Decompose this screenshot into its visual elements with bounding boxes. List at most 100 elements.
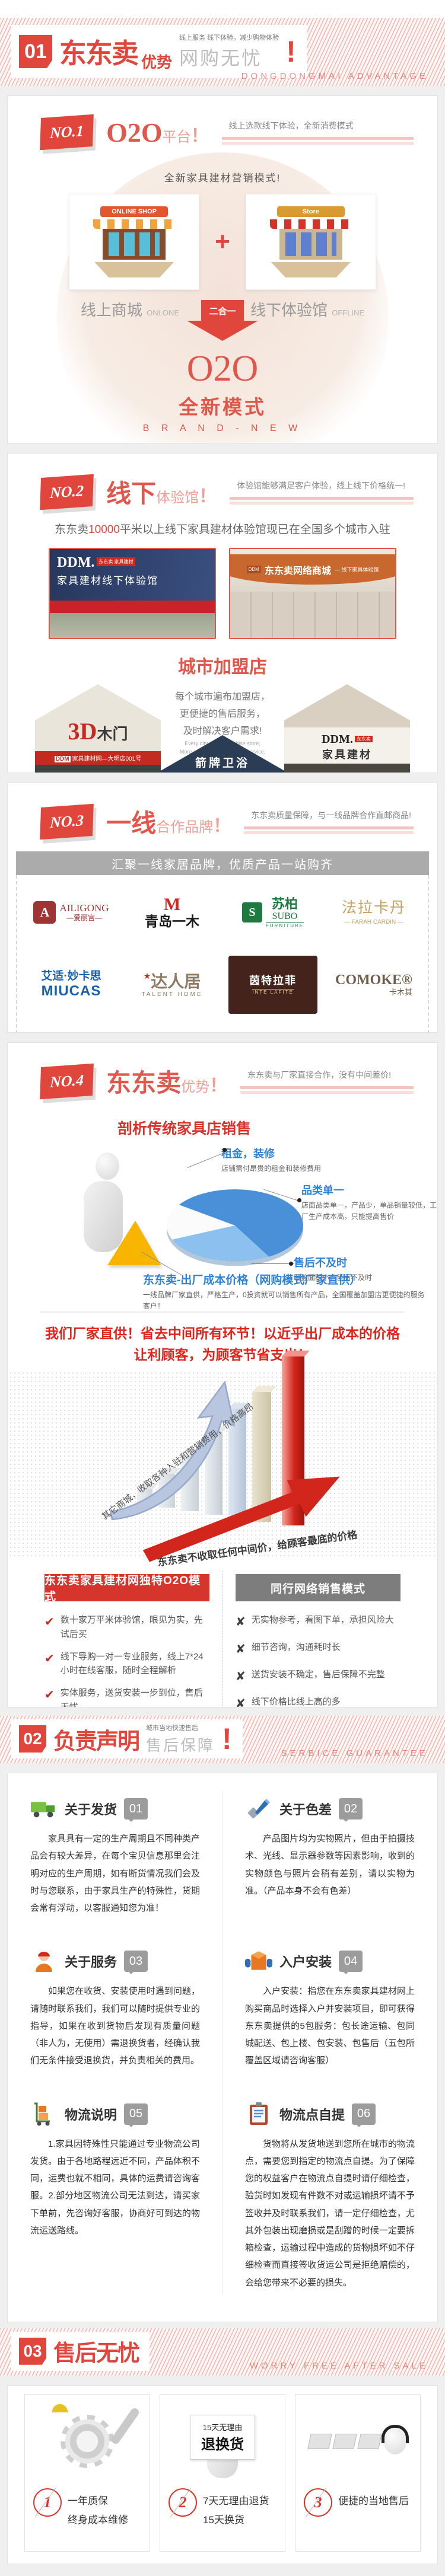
hall-size-number: 10000 [88, 524, 120, 536]
aftercare-card-returns: 15天无理由 退换货 2 7天无理由退货 15天换货 [160, 2393, 285, 2552]
offline-store-image: Store [245, 194, 376, 290]
pie-chart-figure: 租金，装修 店铺需付昂贵的租金和装修费用 品类单一 店面品类单一，产品少，单品销… [8, 1142, 437, 1310]
service-card-install: 入户安装 04 入户安装：指您在东东卖家具建材网上购买商品时选择入户并安装项目，… [223, 1932, 437, 2084]
rising-red-arrow-icon [142, 1476, 340, 1562]
comparison-table: 东东卖家具建材网独特O2O模式 ✔ 数十家万平米体验馆，眼见为实，先试后买 ✔ 线下… [8, 1559, 437, 1707]
trolley-icon [34, 2102, 50, 2125]
clipboard-icon [250, 2102, 268, 2125]
arch-signboard: DDM 东东卖网络商城 — 线下家具体验馆 [230, 554, 395, 585]
online-shop-banner: ONLINE SHOP [100, 206, 169, 217]
no2-title: 线下体验馆！ [106, 480, 217, 507]
callout-factory-price: 东东卖-出厂成本价格（网购模式厂家直供） 一线品牌厂家直供，严格生产，0投资就可… [143, 1274, 425, 1311]
no3-header: NO.3 一线合作品牌！ 东东卖质量保障，与一线品牌合作直邮商品! [8, 783, 437, 839]
bar-5 [228, 1403, 252, 1519]
service-number-badge: 03 [124, 1951, 148, 1975]
cross-icon: ✘ [236, 1643, 246, 1656]
helmet-icon [52, 2403, 68, 2412]
banner-02-subtitle: 城市当地快速售后 [146, 1724, 199, 1732]
banner-02-number: 02 [19, 1725, 46, 1753]
no1-desc: 线上选款线下体验，全新消费模式 [221, 120, 414, 145]
list-item: ✘ 送货安装不确定，售后保障不完整 [236, 1668, 401, 1686]
banner-03-number: 03 [19, 2337, 46, 2365]
panel-services: 关于发货 01 家具具有一定的生产周期且不同种类产品会有较大差异，在每个宝贝信息… [7, 1773, 438, 2322]
banner-03-english: WORRY FREE AFTER SALE [249, 2360, 428, 2371]
panel-advantage: NO.4 东东卖优势！ 东东卖与厂家直接合作，没有中间差价! 剖析传统家具店销售… [7, 1042, 438, 1707]
o2o-figure-title: 全新家具建材营销模式! [164, 173, 281, 184]
banner-01-exclamation: ! [286, 34, 296, 68]
service-number-badge: 05 [124, 2103, 148, 2127]
no1-title: O2O平台！ [106, 117, 209, 148]
laptop-icon [307, 2433, 332, 2449]
o2o-figure: 全新家具建材营销模式! ONLINE SHOP + Store [8, 170, 437, 434]
brand-grid: A AILIGONG —爱丽宫— M 青岛一木 S 苏柏 SUBO FURNITURE … [16, 875, 429, 1032]
headset-agent-icon [382, 2424, 409, 2454]
cross-icon: ✘ [236, 1670, 246, 1684]
brand-intelafite: 茵特拉菲 INTE LAFITE [228, 956, 317, 1014]
aftercare-number: 3 [304, 2488, 332, 2517]
brand-qingdaoyimu: M 青岛一木 [145, 894, 199, 929]
truck-icon [30, 1802, 55, 1818]
aftercare-card-warranty: 1 一年质保 终身成本维修 [24, 2393, 150, 2552]
offline-label: 线下体验馆 OFFLINE [250, 301, 365, 319]
online-shop-icon: ONLINE SHOP [90, 206, 179, 277]
service-card-support: 关于服务 03 如果您在收货、安装使用时遇到问题，请随时联系我们，我们可以随时提… [8, 1932, 223, 2084]
brands-bar: 汇聚一线家居品牌，优质产品一站购齐 [16, 851, 429, 875]
yimu-logo-icon: M [163, 894, 181, 914]
service-card-color: 关于色差 02 产品图片均为实物照片，但由于拍摄技术、光线、显示器参数等因素影响… [223, 1779, 437, 1932]
list-item: ✔ 线下导购一对一专业服务，线上7*24小时在线客服，随时全程解析 [44, 1650, 209, 1678]
banner-01-subtitle: 线上服务 线下体验，减少购物体验 [179, 34, 279, 42]
wrench-icon [110, 2406, 141, 2446]
service-card-pickup: 物流点自提 06 货物将从发货地送到您所在城市的物流点，需要您到指定的物流点自提… [223, 2085, 437, 2306]
worker-icon [36, 1952, 52, 1972]
banner-02-box: 02 负责声明 城市当地快速售后 售后保障 ! [11, 1719, 243, 1758]
banner-01-english: DONGDONGMAI ADVANTAGE [241, 71, 428, 81]
list-item: ✘ 线下价格比线上高的多 [236, 1695, 401, 1707]
no3-badge: NO.3 [40, 803, 94, 839]
banner-02-english: SERBICE GUARANTEE [281, 1748, 428, 1758]
star-icon: ★ [143, 971, 151, 981]
brush-icon [247, 1799, 270, 1819]
franchise-title: 城市加盟店 [178, 657, 267, 677]
service-number-badge: 02 [339, 1798, 363, 1822]
laptop-icon [332, 2433, 357, 2449]
comparison-left-list: ✔ 数十家万平米体验馆，眼见为实，先试后买 ✔ 线下导购一对一专业服务，线上7*24… [44, 1613, 209, 1707]
factory-direct-statement: 我们厂家直供！省去中间所有环节！以近乎出厂成本的价格 让利顾客，为顾客节省支出！ [45, 1326, 400, 1362]
plus-sign: + [215, 227, 230, 256]
brand-subo: S 苏柏 SUBO FURNITURE [223, 889, 323, 936]
install-box-icon [245, 1951, 272, 1970]
brand-name: 东东卖 [59, 38, 139, 69]
no3-title: 一线合作品牌！ [106, 809, 231, 837]
laptop-icon [357, 2433, 382, 2449]
list-item: ✘ 细节咨询，沟通耗时长 [236, 1640, 401, 1659]
panel-aftercare: 1 一年质保 终身成本维修 15天无理由 退换货 2 [7, 2385, 438, 2564]
aftercare-number: 1 [33, 2488, 62, 2517]
hall-intro-line: 东东卖10000平米以上线下家具建材体验馆现已在全国多个城市入驻 [55, 524, 390, 536]
ailigong-logo-icon: A [33, 901, 56, 924]
return-policy-sign: 15天无理由 退换货 [190, 2414, 255, 2460]
figure-person-icon [96, 1153, 119, 1180]
list-item: ✘ 无实物参考，看图下单，承担风险大 [236, 1613, 401, 1632]
check-icon: ✔ [44, 1652, 55, 1665]
panel-o2o: NO.1 O2O平台！ 线上选款线下体验，全新消费模式 全新家具建材营销模式! … [7, 95, 438, 443]
list-item: ✔ 实体服务，送货安装一步到位，售后无忧 [44, 1686, 209, 1707]
services-grid: 关于发货 01 家具具有一定的生产周期且不同种类产品会有较大差异，在每个宝贝信息… [8, 1779, 437, 2306]
no4-title: 东东卖优势！ [106, 1069, 228, 1097]
aftercare-number: 2 [169, 2488, 197, 2517]
callout-category: 品类单一 店面品类单一，产品少，单品销量较低，工厂生产成本高，只能提高售价 [301, 1185, 437, 1221]
cross-icon: ✘ [236, 1616, 246, 1629]
brand-ailigong: A AILIGONG —爱丽宫— [21, 889, 122, 936]
o2o-shops-row: ONLINE SHOP + Store [8, 194, 437, 290]
franchise-hexagons: 每个城市遍布加盟店， 更便捷的售后服务， 及时解决客户需求! Every cit… [8, 681, 437, 773]
comparison-left: 东东卖家具建材网独特O2O模式 ✔ 数十家万平米体验馆，眼见为实，先试后买 ✔ 线下… [44, 1574, 209, 1707]
no3-desc: 东东卖质量保障，与一线品牌合作直邮商品! [244, 809, 414, 834]
hall-photo-exterior: DDM. 东东卖 家具建材 家具建材线下体验馆 [49, 548, 216, 639]
desc-underline2 [221, 142, 414, 145]
divider [40, 1311, 405, 1313]
service-number-badge: 01 [124, 1798, 148, 1822]
callout-aftersale: 售后不及时 覆盖面积小，售后不及时 [294, 1257, 373, 1282]
aftercare-card-local: 3 便捷的当地售后 [295, 2393, 421, 2552]
check-icon: ✔ [44, 1616, 55, 1629]
check-icon: ✔ [44, 1688, 55, 1702]
o2o-mode-label: 全新模式 [179, 396, 266, 418]
panel-experience-hall: NO.2 线下体验馆！ 体验馆能够满足客户体验，线上线下价格统一! 东东卖100… [7, 453, 438, 773]
